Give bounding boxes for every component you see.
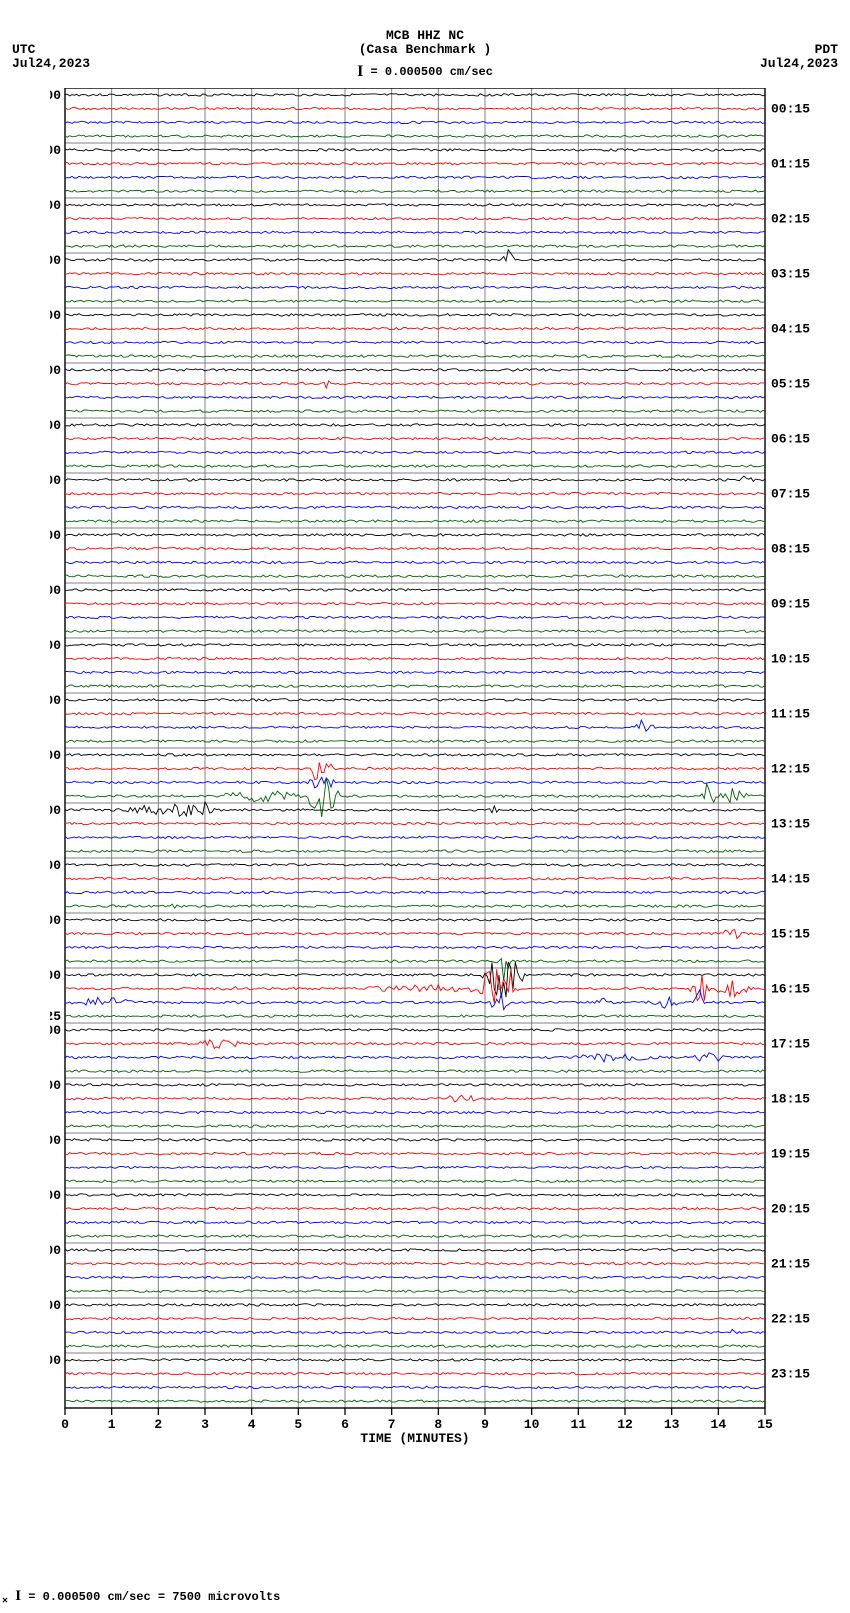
utc-time-label: 14:00 [50, 473, 61, 488]
footer-scale: × I = 0.000500 cm/sec = 7500 microvolts [2, 1588, 280, 1607]
x-tick-label: 6 [341, 1417, 349, 1432]
utc-time-label: Jul25 [50, 1009, 61, 1024]
x-tick-label: 11 [571, 1417, 587, 1432]
x-tick-label: 13 [664, 1417, 680, 1432]
x-tick-label: 15 [757, 1417, 773, 1432]
pdt-time-label: 05:15 [771, 377, 810, 392]
pdt-time-label: 09:15 [771, 597, 810, 612]
pdt-time-label: 11:15 [771, 707, 810, 722]
pdt-time-label: 02:15 [771, 212, 810, 227]
pdt-time-label: 10:15 [771, 652, 810, 667]
pdt-time-label: 23:15 [771, 1367, 810, 1382]
utc-time-label: 21:00 [50, 858, 61, 873]
utc-time-label: 08:00 [50, 143, 61, 158]
seismogram-container: MCB HHZ NC (Casa Benchmark ) I = 0.00050… [0, 0, 850, 1613]
utc-time-label: 22:00 [50, 913, 61, 928]
utc-time-label: 12:00 [50, 363, 61, 378]
utc-time-label: 06:00 [50, 1353, 61, 1368]
scale-indicator: I = 0.000500 cm/sec [357, 63, 493, 81]
pdt-time-label: 14:15 [771, 872, 810, 887]
scale-bar-icon: I [357, 63, 363, 80]
pdt-time-label: 21:15 [771, 1257, 810, 1272]
station-code: MCB HHZ NC [386, 28, 464, 43]
pdt-time-label: 13:15 [771, 817, 810, 832]
x-tick-label: 10 [524, 1417, 540, 1432]
utc-time-label: 10:00 [50, 253, 61, 268]
pdt-time-label: 07:15 [771, 487, 810, 502]
utc-time-label: 16:00 [50, 583, 61, 598]
utc-time-label: 07:00 [50, 88, 61, 103]
x-tick-label: 5 [294, 1417, 302, 1432]
pdt-time-label: 08:15 [771, 542, 810, 557]
pdt-time-label: 17:15 [771, 1037, 810, 1052]
x-tick-label: 3 [201, 1417, 209, 1432]
x-tick-label: 1 [108, 1417, 116, 1432]
pdt-time-label: 01:15 [771, 157, 810, 172]
x-axis-label: TIME (MINUTES) [360, 1431, 469, 1446]
utc-time-label: 15:00 [50, 528, 61, 543]
utc-time-label: 11:00 [50, 308, 61, 323]
pdt-label: PDT [815, 42, 838, 57]
pdt-time-label: 04:15 [771, 322, 810, 337]
station-location: (Casa Benchmark ) [359, 42, 492, 57]
pdt-time-label: 06:15 [771, 432, 810, 447]
helicorder-plot: 07:00 08:00 09:00 10:00 11:00 12:00 13:00 14:00… [50, 88, 818, 1558]
pdt-time-label: 19:15 [771, 1147, 810, 1162]
utc-time-label: 05:00 [50, 1298, 61, 1313]
pdt-time-label: 15:15 [771, 927, 810, 942]
utc-time-label: 20:00 [50, 803, 61, 818]
utc-time-label: 03:00 [50, 1188, 61, 1203]
x-tick-label: 14 [711, 1417, 727, 1432]
utc-time-label: 04:00 [50, 1243, 61, 1258]
utc-time-label: 00:00 [50, 1023, 61, 1038]
utc-time-label: 02:00 [50, 1133, 61, 1148]
x-tick-label: 4 [248, 1417, 256, 1432]
x-tick-label: 0 [61, 1417, 69, 1432]
pdt-date: Jul24,2023 [760, 56, 838, 71]
x-tick-label: 2 [154, 1417, 162, 1432]
utc-time-label: 17:00 [50, 638, 61, 653]
x-tick-label: 8 [434, 1417, 442, 1432]
pdt-time-label: 18:15 [771, 1092, 810, 1107]
x-tick-label: 12 [617, 1417, 633, 1432]
pdt-time-label: 22:15 [771, 1312, 810, 1327]
scale-value: = 0.000500 cm/sec [371, 65, 493, 79]
utc-label: UTC [12, 42, 35, 57]
pdt-time-label: 16:15 [771, 982, 810, 997]
pdt-time-label: 20:15 [771, 1202, 810, 1217]
utc-date: Jul24,2023 [12, 56, 90, 71]
utc-time-label: 18:00 [50, 693, 61, 708]
pdt-time-label: 12:15 [771, 762, 810, 777]
x-tick-label: 7 [388, 1417, 396, 1432]
utc-time-label: 19:00 [50, 748, 61, 763]
pdt-time-label: 03:15 [771, 267, 810, 282]
utc-time-label: 23:00 [50, 968, 61, 983]
pdt-time-label: 00:15 [771, 102, 810, 117]
utc-time-label: 13:00 [50, 418, 61, 433]
utc-time-label: 01:00 [50, 1078, 61, 1093]
utc-time-label: 09:00 [50, 198, 61, 213]
x-tick-label: 9 [481, 1417, 489, 1432]
